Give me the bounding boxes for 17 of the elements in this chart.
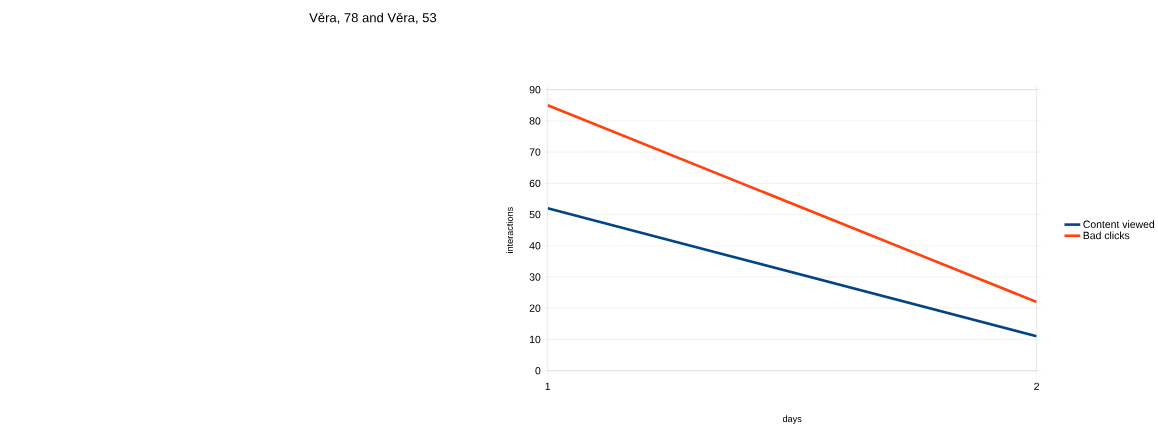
y-tick-label: 40 — [529, 242, 541, 250]
x-tick-label: 1 — [545, 382, 551, 390]
y-tick-label: 10 — [529, 335, 541, 344]
y-tick-label: 90 — [529, 85, 541, 94]
y-tick-label: 20 — [529, 304, 541, 312]
text: Věra, 78 and Věra, 53 — [309, 12, 437, 24]
y-tick-label: 50 — [529, 210, 541, 219]
y-tick-label: 30 — [529, 273, 541, 281]
legend-label: Bad clicks — [1083, 231, 1130, 240]
y-tick-label: 70 — [529, 148, 541, 156]
x-axis-title: days — [782, 415, 802, 424]
x-tick-label: 2 — [1034, 382, 1039, 391]
y-tick-label: 60 — [529, 179, 541, 188]
y-tick-label: 80 — [529, 117, 541, 125]
y-axis-title: interactions — [506, 207, 513, 253]
legend-label: Content viewed — [1083, 220, 1155, 228]
y-tick-label: 0 — [535, 366, 541, 375]
